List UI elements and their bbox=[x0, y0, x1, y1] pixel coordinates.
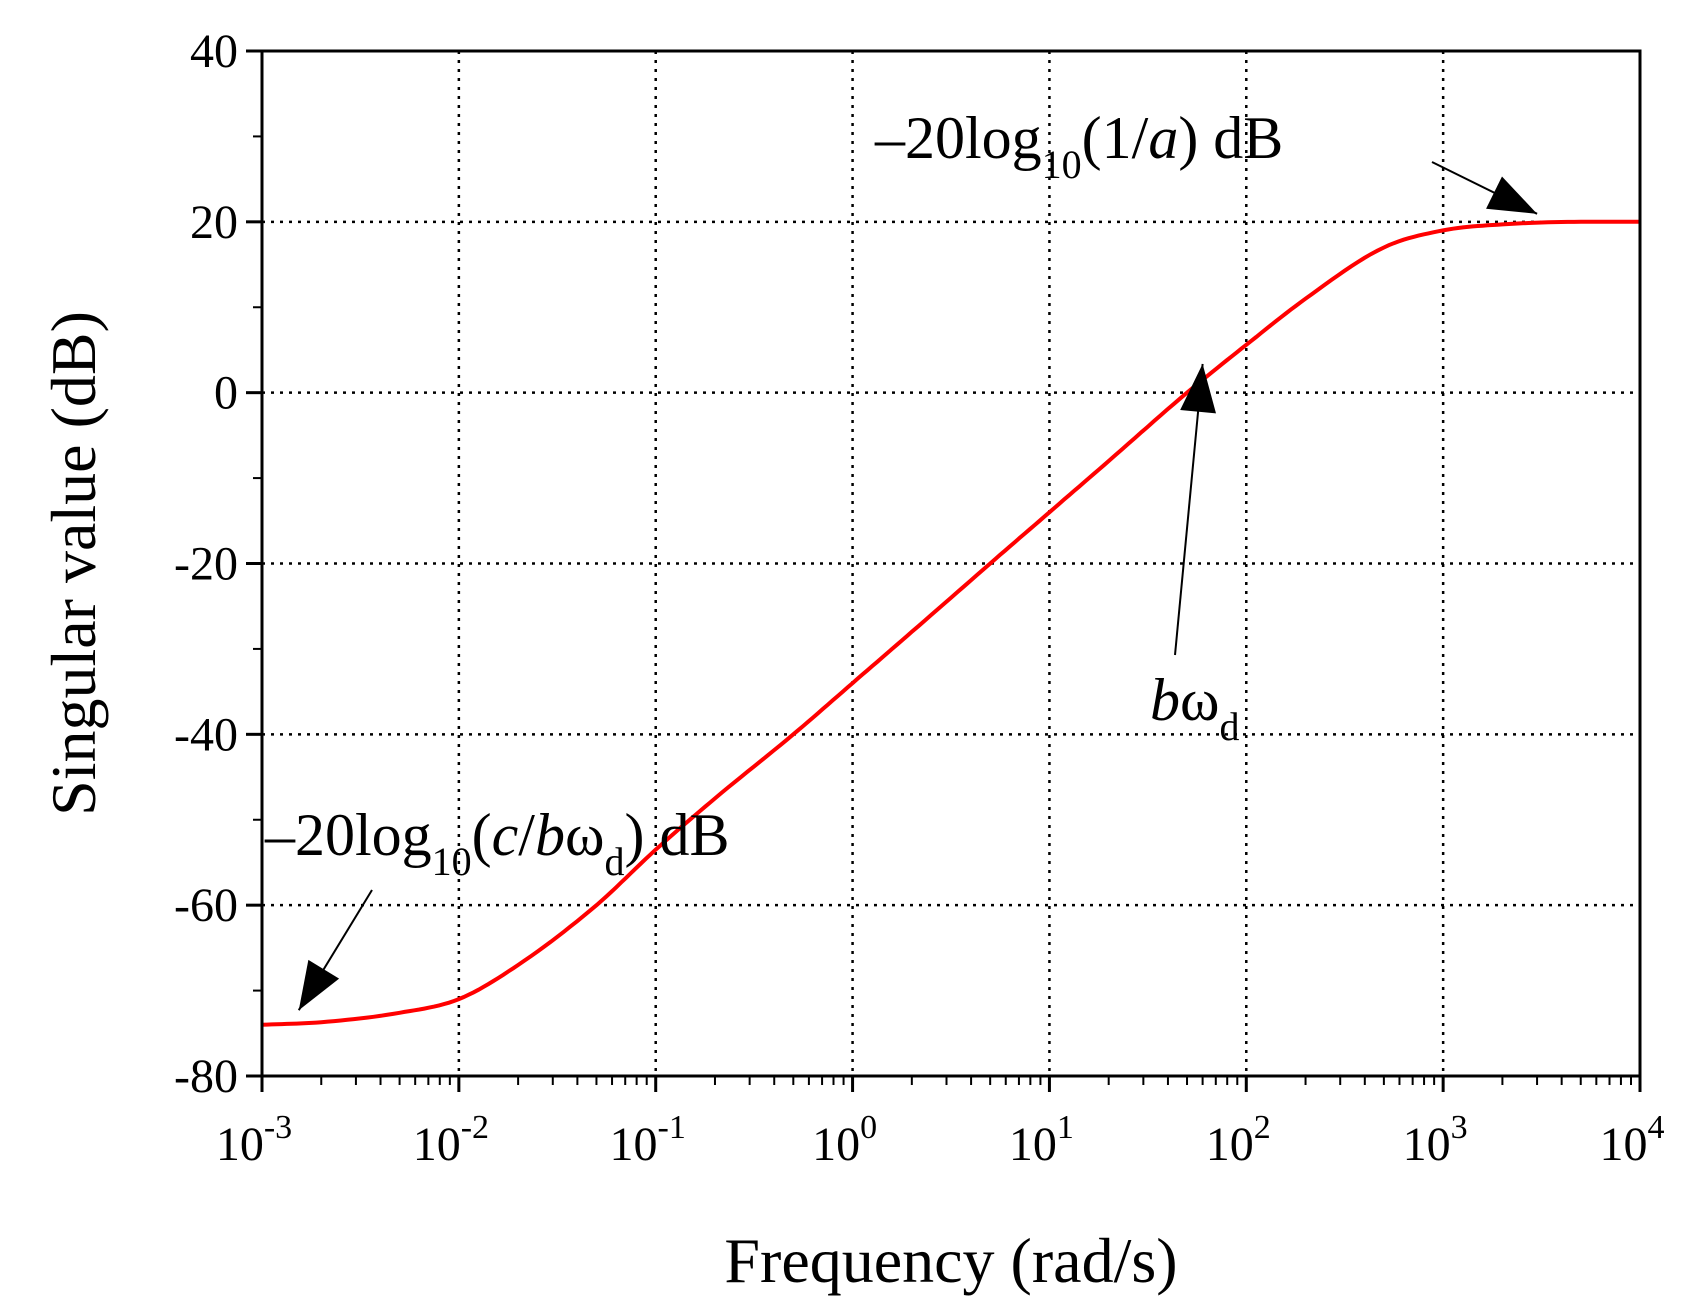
annotation-crossover: bωd bbox=[1150, 667, 1240, 749]
annot-mid-subscript: d bbox=[1220, 704, 1240, 749]
x-tick-exponent: -2 bbox=[461, 1109, 489, 1146]
y-tick-label: -20 bbox=[174, 538, 238, 591]
arrow-mid-head bbox=[1180, 363, 1216, 414]
annot-mid-italic: b bbox=[1150, 667, 1180, 733]
y-axis-title: Singular value (dB) bbox=[38, 311, 109, 816]
x-tick-label: 10-3 bbox=[216, 1109, 292, 1171]
x-tick-exponent: -3 bbox=[264, 1109, 292, 1146]
x-tick-base: 10 bbox=[1600, 1118, 1648, 1171]
annot-high-part: ) dB bbox=[1178, 105, 1283, 171]
arrow-mid-shaft bbox=[1174, 363, 1204, 656]
annot-low-subscript: d bbox=[604, 839, 624, 884]
x-tick-label: 10-2 bbox=[413, 1109, 489, 1171]
x-tick-label: 103 bbox=[1403, 1109, 1468, 1171]
x-tick-label: 10-1 bbox=[610, 1109, 686, 1171]
annot-low-omega: ω bbox=[565, 802, 605, 868]
plot-frame bbox=[260, 49, 1642, 1078]
major-ticks bbox=[246, 49, 1642, 1092]
x-tick-exponent: 0 bbox=[860, 1109, 877, 1146]
annot-low-part: –20log bbox=[264, 802, 432, 868]
annot-high-part: –20log bbox=[874, 105, 1042, 171]
y-tick-label: 0 bbox=[214, 367, 238, 420]
annot-high-part: (1/ bbox=[1082, 105, 1149, 171]
annot-low-italic: c bbox=[492, 802, 519, 868]
annot-high-subscript: 10 bbox=[1042, 142, 1082, 187]
x-tick-exponent: 2 bbox=[1254, 1109, 1271, 1146]
x-tick-exponent: -1 bbox=[658, 1109, 686, 1146]
annot-high-italic: a bbox=[1148, 105, 1178, 171]
y-tick-label: -40 bbox=[174, 708, 238, 761]
x-tick-exponent: 3 bbox=[1451, 1109, 1468, 1146]
y-tick-label: 20 bbox=[190, 196, 238, 249]
series-group bbox=[261, 219, 1640, 1027]
series-line bbox=[261, 219, 1640, 1027]
annot-low-part: / bbox=[518, 802, 535, 868]
annot-low-part: ( bbox=[472, 802, 492, 868]
annotation-high-frequency: –20log10(1/a) dB bbox=[874, 105, 1283, 187]
x-tick-exponent: 4 bbox=[1648, 1109, 1665, 1146]
annot-low-part: ) dB bbox=[624, 802, 729, 868]
arrow-high-head bbox=[1486, 176, 1538, 214]
annot-low-subscript: 10 bbox=[432, 839, 472, 884]
y-tick-labels: 40 20 0 -20 -40 -60 -80 bbox=[174, 25, 238, 1103]
x-tick-label: 102 bbox=[1206, 1109, 1271, 1171]
x-tick-base: 10 bbox=[216, 1118, 264, 1171]
x-tick-base: 10 bbox=[610, 1118, 658, 1171]
y-tick-label: -80 bbox=[174, 1050, 238, 1103]
annot-low-italic: b bbox=[535, 802, 565, 868]
x-tick-base: 10 bbox=[1403, 1118, 1451, 1171]
x-tick-label: 104 bbox=[1600, 1109, 1665, 1171]
x-tick-label: 101 bbox=[1009, 1109, 1074, 1171]
x-tick-exponent: 1 bbox=[1057, 1109, 1074, 1146]
x-tick-base: 10 bbox=[1206, 1118, 1254, 1171]
y-tick-label: -60 bbox=[174, 879, 238, 932]
arrow-low-head bbox=[298, 959, 340, 1011]
x-tick-base: 10 bbox=[1009, 1118, 1057, 1171]
y-tick-label: 40 bbox=[190, 25, 238, 78]
x-tick-base: 10 bbox=[812, 1118, 860, 1171]
annot-mid-omega: ω bbox=[1180, 667, 1220, 733]
x-tick-labels: 10-3 10-2 10-1 100 101 102 103 104 bbox=[216, 1109, 1665, 1171]
x-tick-label: 100 bbox=[812, 1109, 877, 1171]
annotation-arrows bbox=[297, 161, 1538, 1011]
x-tick-base: 10 bbox=[413, 1118, 461, 1171]
annotation-low-frequency: –20log10(c/bωd) dB bbox=[264, 802, 729, 884]
x-axis-title: Frequency (rad/s) bbox=[724, 1225, 1177, 1296]
